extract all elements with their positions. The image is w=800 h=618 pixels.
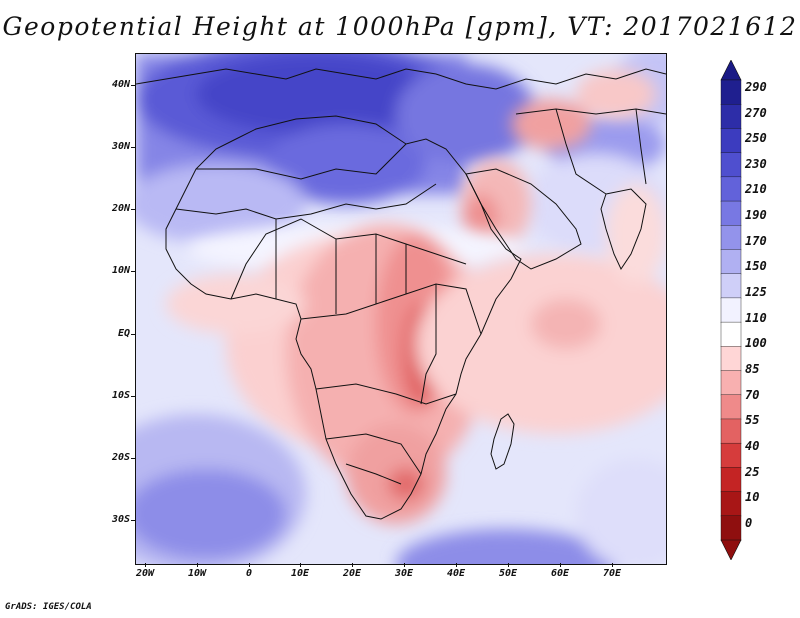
colorbar-swatch [720,176,742,202]
lat-tick [131,458,135,459]
colorbar [720,60,742,560]
colorbar-swatch [720,128,742,154]
colorbar-swatch [720,418,742,444]
lon-tick [508,563,509,567]
lat-label-20n: 20N [111,203,130,214]
lat-label-eq: EQ [117,328,130,339]
colorbar-swatch [720,273,742,299]
lon-label-30e: 30E [394,568,414,579]
lon-tick [145,563,146,567]
colorbar-swatch [720,442,742,469]
lon-label-50e: 50E [498,568,518,579]
colorbar-swatch [720,79,742,105]
lat-label-10n: 10N [111,265,130,276]
lat-tick [131,334,135,335]
colorbar-bottom-arrow [720,539,742,560]
lat-label-10s: 10S [111,390,130,401]
colorbar-label: 70 [745,388,760,402]
colorbar-swatch [720,321,742,348]
lat-tick [131,396,135,397]
colorbar-label: 230 [745,157,767,171]
colorbar-label: 210 [745,182,767,196]
colorbar-label: 100 [745,336,767,350]
colorbar-label: 85 [745,362,760,376]
colorbar-label: 270 [745,106,767,120]
colorbar-swatch [720,297,742,323]
lat-tick [131,209,135,210]
lat-label-40n: 40N [111,79,130,90]
lon-label-10w: 10W [187,568,207,579]
colorbar-label: 10 [745,490,760,504]
lon-tick [197,563,198,567]
lat-tick [131,85,135,86]
colorbar-label: 40 [745,439,760,453]
lon-label-70e: 70E [602,568,622,579]
colorbar-label: 170 [745,234,767,248]
lon-label-20e: 20E [342,568,362,579]
colorbar-swatch [720,394,742,420]
colorbar-swatch [720,346,742,372]
lon-tick [352,563,353,567]
lon-label-10e: 10E [290,568,310,579]
colorbar-label: 110 [745,311,767,325]
colorbar-label: 250 [745,131,767,145]
colorbar-label: 290 [745,80,767,94]
lon-tick [612,563,613,567]
colorbar-top-arrow [720,60,742,81]
colorbar-label: 190 [745,208,767,222]
colorbar-swatch [720,370,742,396]
colorbar-swatch [720,152,742,178]
lat-label-20s: 20S [111,452,130,463]
map-frame [135,53,667,565]
colorbar-swatch [720,200,742,226]
geopotential-field [136,54,666,564]
lon-tick [404,563,405,567]
colorbar-label: 55 [745,413,760,427]
colorbar-swatch [720,515,742,541]
lon-tick [300,563,301,567]
colorbar-label: 125 [745,285,767,299]
lon-label-20w: 20W [135,568,155,579]
map-title: Geopotential Height at 1000hPa [gpm], VT… [2,12,798,41]
colorbar-label: 0 [745,516,753,530]
lon-tick [249,563,250,567]
colorbar-swatch [720,249,742,275]
lon-label-0: 0 [245,568,253,579]
colorbar-label: 25 [745,465,760,479]
lon-label-40e: 40E [446,568,466,579]
lat-tick [131,271,135,272]
lat-label-30n: 30N [111,141,130,152]
lat-tick [131,147,135,148]
colorbar-swatch [720,104,742,130]
credit-text: GrADS: IGES/COLA [5,602,92,612]
lat-label-30s: 30S [111,514,130,525]
lon-tick [456,563,457,567]
colorbar-label: 150 [745,259,767,273]
lon-label-60e: 60E [550,568,570,579]
lat-tick [131,520,135,521]
colorbar-swatch [720,467,742,493]
lon-tick [560,563,561,567]
colorbar-swatch [720,491,742,517]
colorbar-swatch [720,225,742,251]
